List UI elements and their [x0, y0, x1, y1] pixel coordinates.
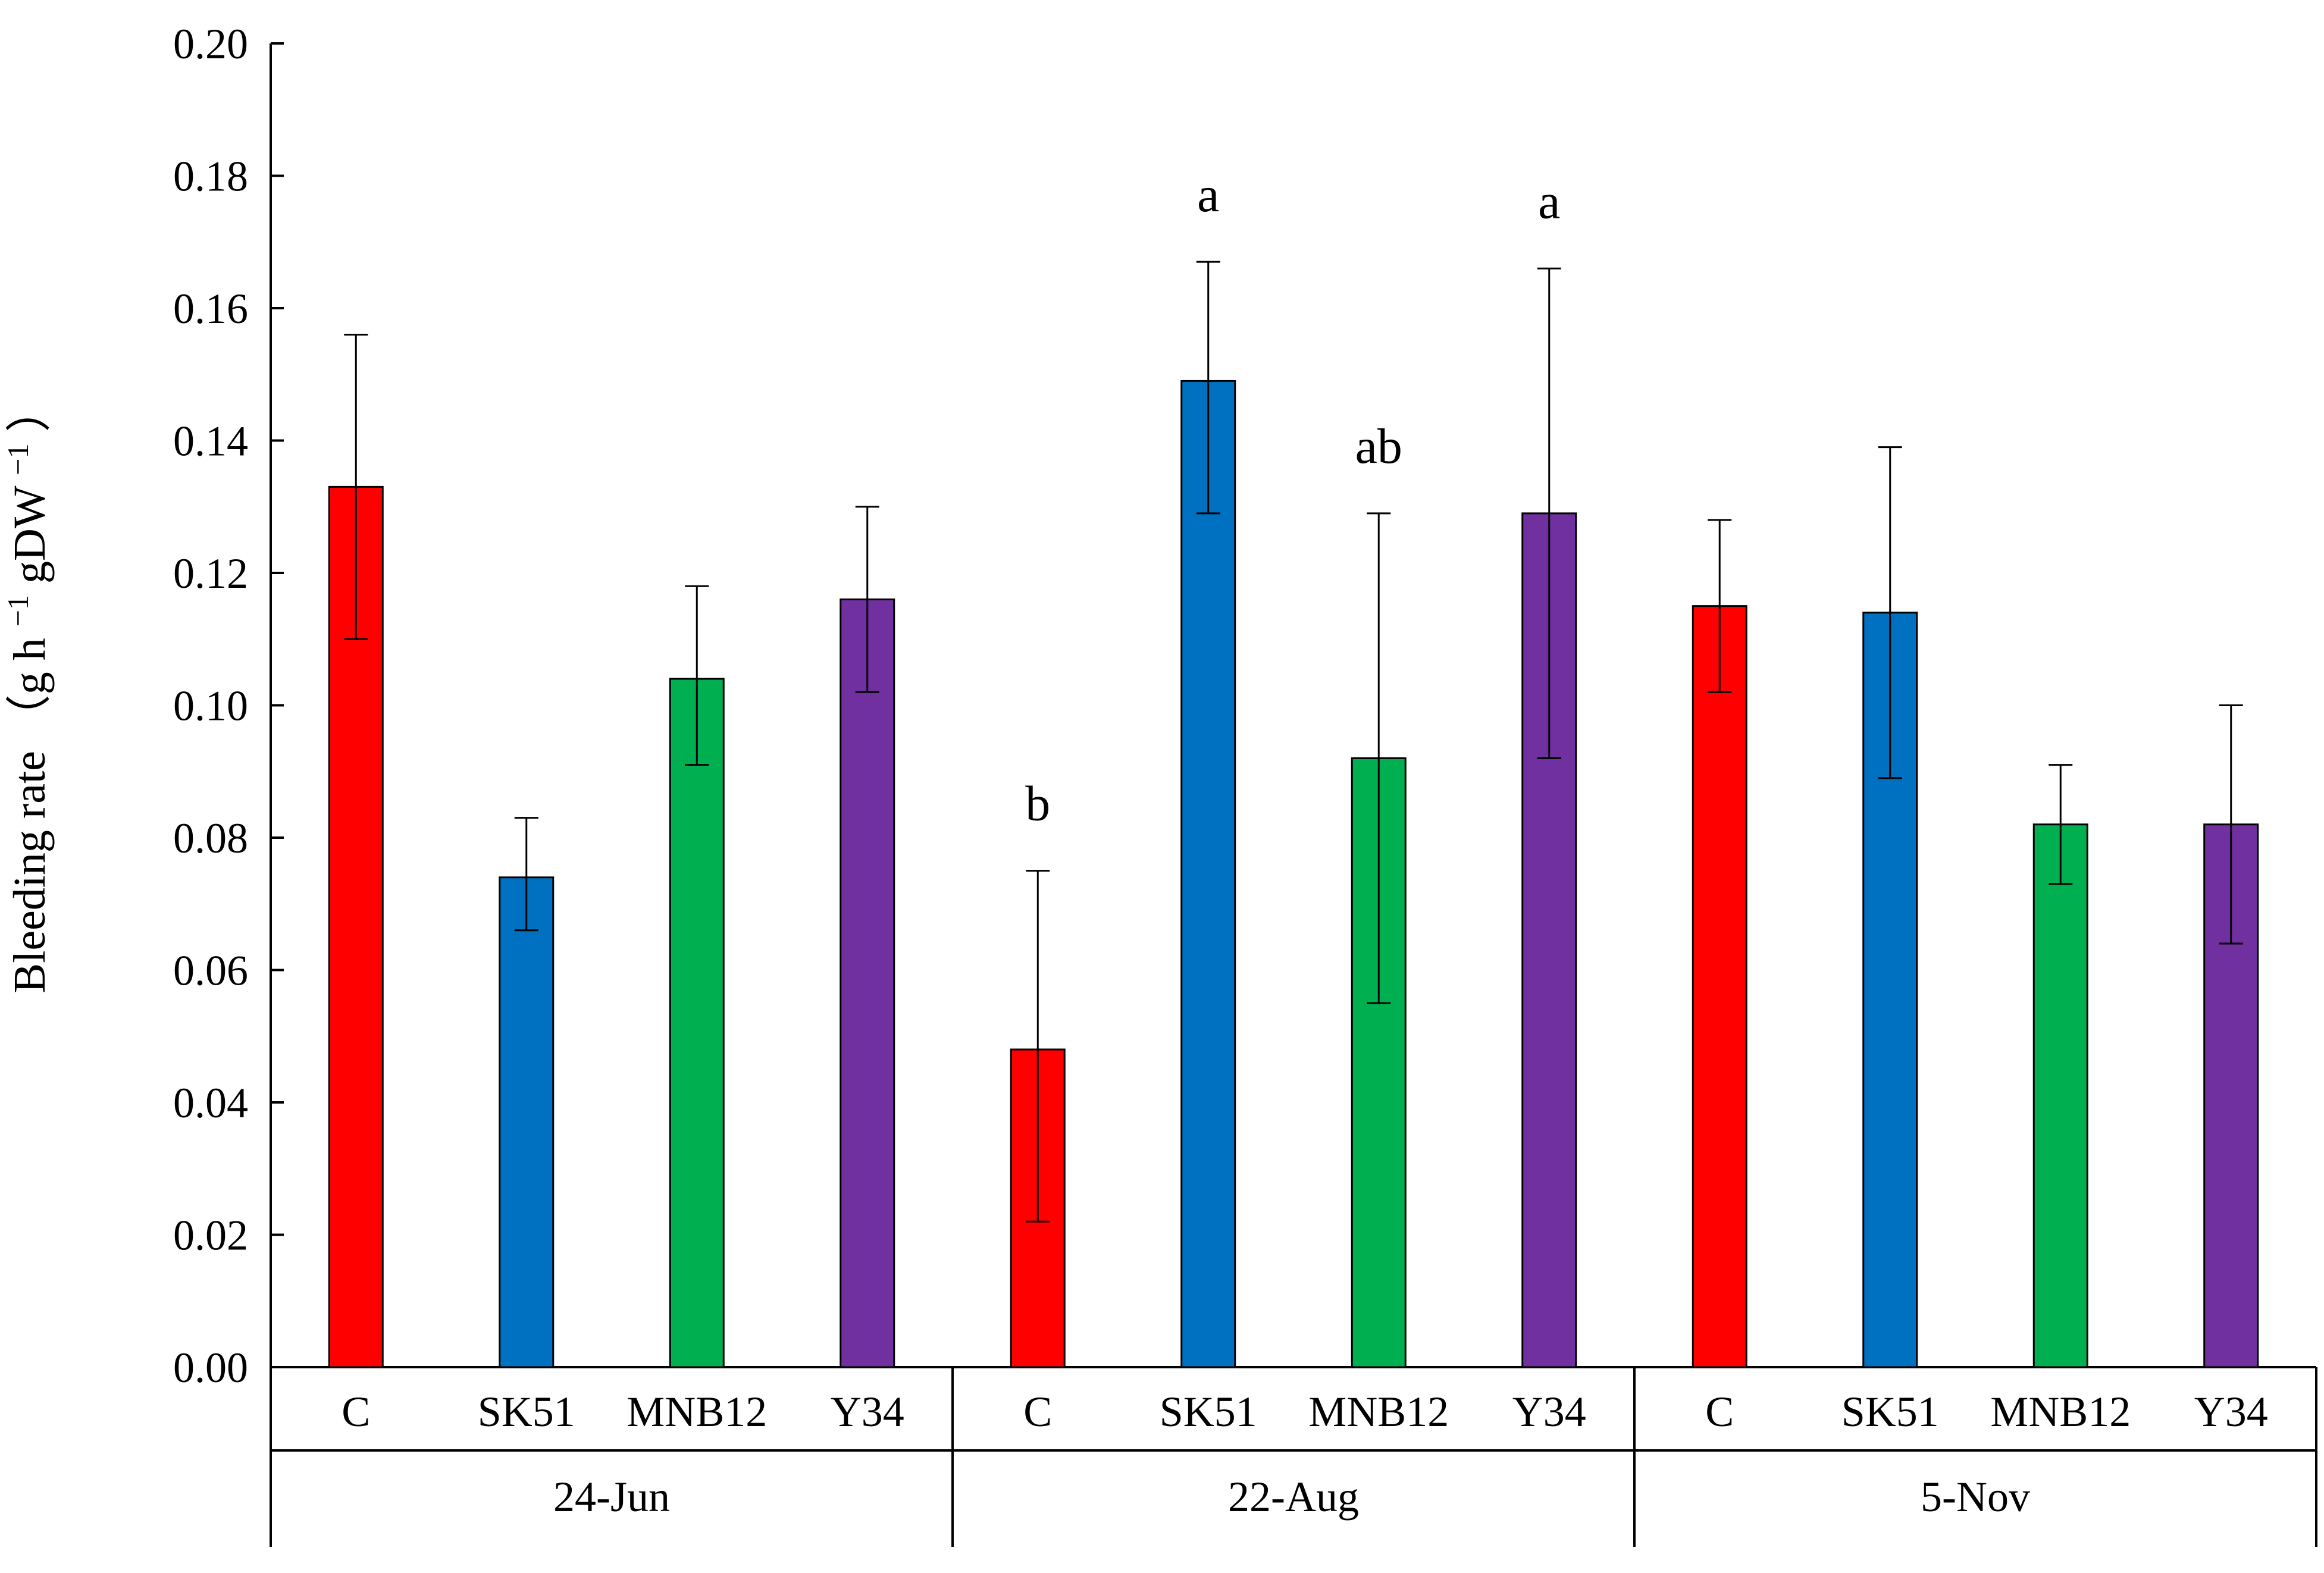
- significance-label: ab: [1355, 419, 1402, 474]
- y-tick-label: 0.08: [173, 814, 248, 862]
- y-axis-title-unit-close: ）: [5, 387, 55, 433]
- svg-text:Bleeding rate （g h: Bleeding rate （g h −1 gDW −1 ）: [1, 387, 55, 994]
- y-axis-title-unit-open: （g h: [5, 638, 55, 740]
- y-axis-title-unit-sup1: −1: [1, 595, 35, 626]
- axes: [270, 43, 2317, 1547]
- error-bars: [344, 261, 2243, 1223]
- significance-label: a: [1197, 167, 1219, 223]
- category-label: C: [1705, 1388, 1734, 1436]
- significance-label: a: [1538, 174, 1560, 229]
- bars: [328, 380, 2259, 1368]
- category-label: C: [342, 1388, 370, 1436]
- bar-22-Aug-SK51: [1180, 380, 1236, 1368]
- bar-24-Jun-Y34: [840, 599, 895, 1368]
- bar-24-Jun-MNB12: [669, 678, 725, 1368]
- category-label: MNB12: [1990, 1388, 2131, 1436]
- category-label: Y34: [1512, 1388, 1586, 1436]
- y-tick-label: 0.14: [173, 418, 248, 465]
- category-label: MNB12: [1308, 1388, 1449, 1436]
- category-label: SK51: [1160, 1388, 1257, 1436]
- y-tick-label: 0.18: [173, 153, 248, 200]
- y-ticks: 0.00 0.02 0.04 0.06 0.08 0.10 0.12 0.14 0.16 0.18…: [173, 20, 284, 1392]
- x-axis-labels: C SK51 MNB12 Y34 24-Jun C SK51 MNB12 Y34 22-Aug C S…: [342, 1388, 2268, 1521]
- category-label: MNB12: [627, 1388, 767, 1436]
- significance-labels: b a ab a: [1025, 167, 1560, 832]
- y-tick-label: 0.00: [173, 1344, 248, 1392]
- y-tick-label: 0.10: [173, 682, 248, 730]
- y-tick-label: 0.20: [173, 20, 248, 68]
- y-axis-title-main: Bleeding rate: [5, 751, 55, 993]
- category-label: SK51: [1841, 1388, 1939, 1436]
- y-tick-label: 0.16: [173, 285, 248, 333]
- category-label: Y34: [831, 1388, 904, 1436]
- y-tick-label: 0.04: [173, 1079, 248, 1127]
- category-label: SK51: [478, 1388, 575, 1436]
- y-tick-label: 0.06: [173, 947, 248, 995]
- group-label: 22-Aug: [1228, 1473, 1359, 1521]
- y-axis-title: Bleeding rate （g h −1 gDW −1 ）: [1, 387, 55, 994]
- y-tick-label: 0.02: [173, 1212, 248, 1259]
- y-axis-title-unit-mid: gDW: [5, 485, 55, 584]
- group-label: 5-Nov: [1921, 1473, 2030, 1521]
- bar-24-Jun-SK51: [499, 876, 555, 1368]
- significance-label: b: [1025, 776, 1050, 832]
- y-axis-title-unit-sup2: −1: [1, 444, 35, 475]
- bar-5-Nov-MNB12: [2032, 823, 2088, 1368]
- y-tick-label: 0.12: [173, 550, 248, 597]
- bar-5-Nov-C: [1692, 605, 1747, 1368]
- group-label: 24-Jun: [553, 1473, 670, 1521]
- category-label: Y34: [2194, 1388, 2268, 1436]
- category-label: C: [1023, 1388, 1052, 1436]
